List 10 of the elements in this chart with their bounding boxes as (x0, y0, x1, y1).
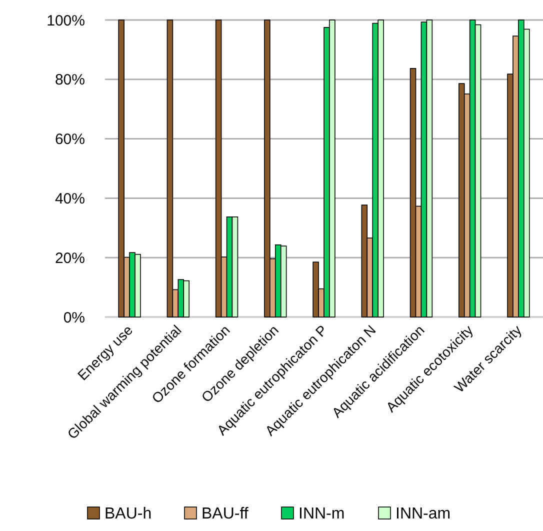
legend-label: BAU-h (104, 506, 152, 523)
y-tick-label: 100% (46, 12, 85, 30)
y-tick-label: 80% (54, 72, 85, 89)
legend-label: INN-m (298, 506, 345, 523)
legend-label: BAU-ff (202, 506, 249, 523)
y-tick-label: 20% (54, 250, 85, 267)
y-tick-label: 40% (54, 190, 85, 208)
legend-label: INN-am (396, 506, 451, 523)
y-tick-label: 60% (54, 131, 85, 148)
y-tick-label: 0% (63, 309, 85, 326)
